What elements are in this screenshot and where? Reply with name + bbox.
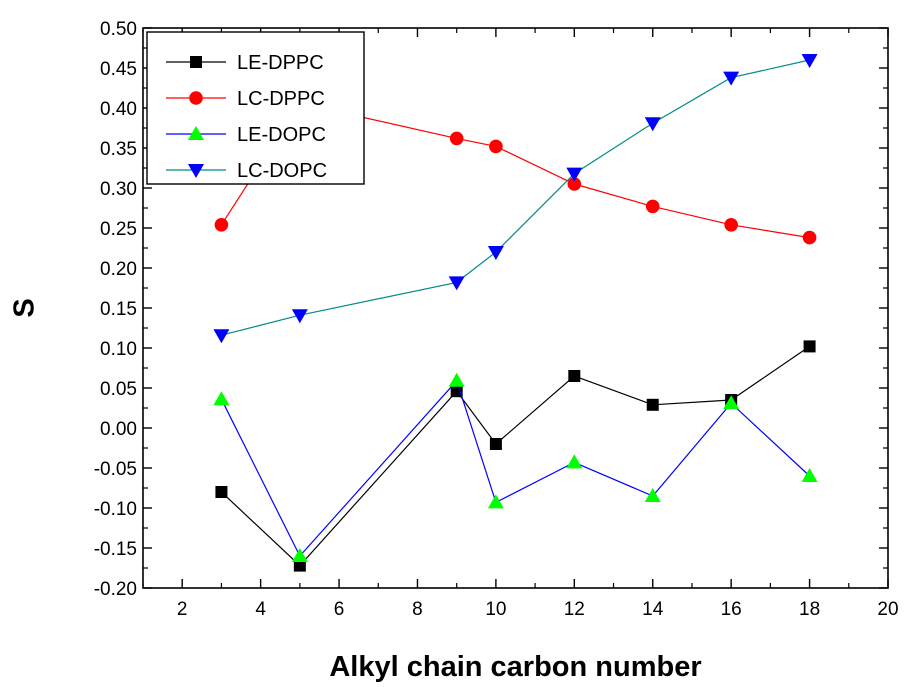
legend-marker-lc-dppc — [189, 91, 203, 105]
point-le-dppc — [646, 398, 659, 411]
x-tick-label: 10 — [485, 599, 506, 620]
legend-marker-le-dppc — [190, 56, 202, 68]
point-lc-dppc — [724, 218, 738, 232]
point-lc-dopc — [213, 329, 230, 344]
point-le-dopc — [644, 488, 661, 502]
point-le-dppc — [803, 340, 816, 353]
point-le-dopc — [801, 468, 818, 482]
y-tick-label: 0.40 — [100, 99, 137, 120]
legend-label-lc-dppc: LC-DPPC — [237, 88, 325, 110]
x-tick-label: 4 — [255, 599, 266, 620]
legend-label-le-dppc: LE-DPPC — [237, 52, 324, 74]
x-tick-label: 6 — [334, 599, 345, 620]
x-tick-label: 8 — [412, 599, 423, 620]
point-lc-dopc — [448, 276, 465, 291]
y-tick-label: -0.15 — [94, 539, 137, 560]
legend: LE-DPPC LC-DPPC LE-DOPC LC-DOPC — [146, 31, 365, 185]
point-lc-dopc — [644, 117, 661, 132]
series-line-le-dopc — [220, 379, 810, 558]
y-tick-label: 0.50 — [100, 19, 137, 40]
x-tick-label: 18 — [799, 599, 820, 620]
x-tick-label: 20 — [877, 599, 898, 620]
series-le-dppc — [215, 340, 816, 572]
y-tick-label: 0.25 — [100, 219, 137, 240]
point-le-dppc — [489, 438, 502, 450]
point-le-dppc — [568, 370, 581, 382]
point-le-dopc — [448, 372, 465, 387]
point-le-dopc — [291, 548, 308, 562]
point-lc-dppc — [567, 177, 582, 191]
y-tick-label: 0.20 — [100, 259, 137, 280]
x-tick-label: 12 — [564, 599, 585, 620]
point-le-dopc — [213, 391, 230, 406]
series-line-lc-dopc — [221, 59, 810, 336]
point-lc-dopc — [487, 246, 504, 260]
point-lc-dopc — [291, 309, 308, 324]
legend-marker-le-dopc — [188, 126, 204, 140]
legend-box — [146, 31, 365, 185]
x-tick-label: 14 — [642, 599, 664, 620]
point-lc-dppc — [489, 139, 503, 154]
x-tick-label: 16 — [721, 599, 742, 620]
legend-marker-lc-dopc — [188, 164, 204, 178]
point-lc-dopc — [723, 71, 740, 86]
y-tick-label: 0.15 — [100, 299, 137, 320]
y-tick-label: -0.20 — [94, 579, 137, 600]
y-axis-title: S — [9, 298, 41, 317]
point-lc-dppc — [645, 199, 660, 214]
y-tick-label: 0.00 — [100, 419, 137, 440]
point-le-dppc — [293, 559, 306, 572]
point-le-dopc — [487, 494, 504, 509]
y-tick-label: 0.45 — [100, 59, 137, 80]
series-lc-dopc — [213, 54, 818, 344]
y-tick-label: 0.30 — [100, 179, 137, 200]
point-lc-dppc — [449, 131, 464, 146]
x-tick-label: 2 — [177, 599, 188, 620]
point-le-dppc — [215, 486, 228, 498]
y-tick-label: 0.05 — [100, 379, 137, 400]
tick-labels-layer: 2 4 6 8 10 12 14 16 18 20 -0.20 -0.15 -0.10 -0.05 0.00… — [94, 19, 899, 620]
series-line-le-dppc — [221, 345, 810, 567]
point-le-dopc — [566, 454, 583, 469]
point-lc-dppc — [214, 218, 229, 232]
point-lc-dopc — [801, 54, 818, 68]
series-layer — [213, 54, 818, 572]
point-le-dopc — [723, 395, 740, 410]
y-tick-label: -0.10 — [94, 499, 137, 520]
x-axis-title: Alkyl chain carbon number — [329, 651, 701, 683]
y-tick-label: 0.10 — [100, 339, 137, 360]
y-tick-label: -0.05 — [94, 459, 137, 480]
series-le-dopc — [213, 372, 818, 562]
point-lc-dopc — [566, 167, 583, 182]
y-tick-label: 0.35 — [100, 139, 137, 160]
legend-label-le-dopc: LE-DOPC — [237, 124, 326, 146]
point-lc-dppc — [802, 230, 817, 245]
legend-label-lc-dopc: LC-DOPC — [237, 160, 327, 182]
